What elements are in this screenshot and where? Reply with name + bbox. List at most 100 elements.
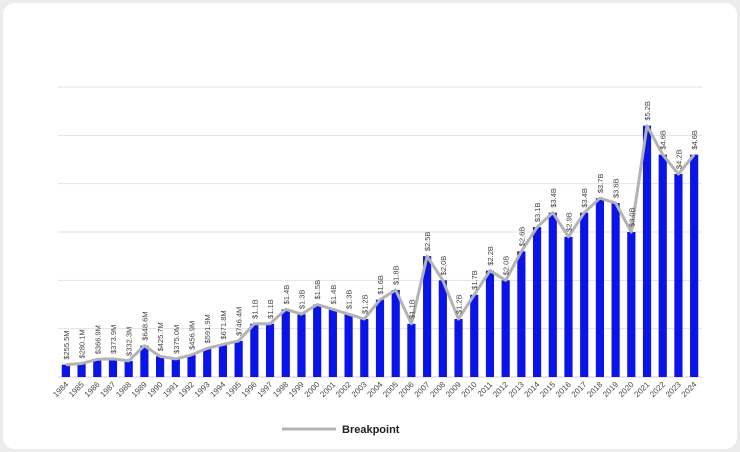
x-tick-label: 2005 bbox=[381, 380, 400, 399]
bar-2022 bbox=[658, 154, 667, 377]
x-tick-label: 1990 bbox=[146, 380, 165, 399]
bar-2010 bbox=[470, 294, 479, 377]
bar-2002 bbox=[344, 314, 353, 377]
x-tick-label: 1995 bbox=[224, 380, 243, 399]
bar-2023 bbox=[674, 174, 683, 377]
data-label: $366.9M bbox=[93, 325, 102, 354]
data-label: $1.8B bbox=[392, 265, 401, 285]
x-tick-label: 2001 bbox=[318, 380, 337, 399]
data-label: $2.2B bbox=[486, 246, 495, 266]
x-tick-label: 2015 bbox=[538, 380, 557, 399]
x-tick-label: 2019 bbox=[601, 380, 620, 399]
x-tick-label: 2021 bbox=[632, 380, 651, 399]
x-tick-label: 2020 bbox=[617, 380, 636, 399]
data-label: $1.5B bbox=[313, 280, 322, 300]
bar-1998 bbox=[281, 309, 290, 377]
bar-1989 bbox=[140, 345, 149, 377]
x-tick-label: 1987 bbox=[98, 380, 117, 399]
x-tick-label: 1992 bbox=[177, 380, 196, 399]
data-label: $671.8M bbox=[219, 310, 228, 339]
data-label: $1.4B bbox=[282, 285, 291, 305]
data-label: $280.1M bbox=[78, 329, 87, 358]
x-tick-label: 2018 bbox=[585, 380, 604, 399]
legend: Breakpoint bbox=[282, 424, 400, 436]
data-label: $1.3B bbox=[345, 290, 354, 310]
data-label: $2.0B bbox=[439, 256, 448, 276]
data-label: $3.7B bbox=[596, 174, 605, 194]
bar-2009 bbox=[454, 319, 463, 377]
data-label: $2.9B bbox=[564, 212, 573, 232]
x-tick-label: 2016 bbox=[554, 380, 573, 399]
x-tick-label: 2006 bbox=[397, 380, 416, 399]
data-label: $5.2B bbox=[643, 101, 652, 121]
bar-2011 bbox=[485, 270, 495, 377]
data-label: $4.6B bbox=[659, 130, 668, 150]
legend-label: Breakpoint bbox=[342, 424, 400, 436]
x-tick-label: 1996 bbox=[240, 380, 259, 399]
data-label: $1.1B bbox=[407, 299, 416, 319]
x-tick-label: 1999 bbox=[287, 380, 306, 399]
x-tick-label: 2004 bbox=[365, 380, 384, 399]
data-label: $3.1B bbox=[533, 203, 542, 223]
data-label: $3.0B bbox=[627, 207, 636, 227]
data-label: $1.2B bbox=[360, 294, 369, 314]
data-labels: $255.5M $280.1M $366.9M $373.9M $332.3M $648.… bbox=[62, 101, 699, 360]
x-tick-label: 2011 bbox=[476, 380, 495, 399]
x-tick-label: 2002 bbox=[334, 380, 353, 399]
bar-2001 bbox=[328, 309, 337, 377]
bar-1999 bbox=[297, 314, 306, 377]
data-label: $1.7B bbox=[470, 270, 479, 290]
data-label: $746.4M bbox=[235, 307, 244, 336]
bar-1994 bbox=[218, 344, 228, 377]
bar-2019 bbox=[611, 203, 620, 377]
x-tick-label: 2009 bbox=[444, 380, 463, 399]
data-label: $332.3M bbox=[125, 327, 134, 356]
bar-1995 bbox=[234, 340, 243, 377]
bar-2020 bbox=[627, 232, 636, 377]
x-tick-label: 1993 bbox=[193, 380, 212, 399]
data-label: $3.4B bbox=[549, 188, 558, 208]
bar-2024 bbox=[690, 154, 699, 377]
bar-2008 bbox=[438, 280, 447, 377]
bar-1993 bbox=[203, 348, 212, 377]
bar-2018 bbox=[595, 198, 604, 377]
data-label: $3.4B bbox=[580, 188, 589, 208]
bar-1984 bbox=[61, 364, 70, 377]
bar-2017 bbox=[580, 212, 589, 377]
bar-1997 bbox=[265, 323, 275, 377]
bar-1991 bbox=[171, 358, 180, 377]
x-tick-label: 2022 bbox=[648, 380, 667, 399]
bar-2006 bbox=[407, 323, 416, 377]
x-tick-label: 2008 bbox=[428, 380, 447, 399]
x-tick-label: 2017 bbox=[570, 380, 589, 399]
bar-1990 bbox=[156, 356, 165, 377]
x-tick-label: 2012 bbox=[491, 380, 510, 399]
data-label: $648.6M bbox=[140, 311, 149, 340]
data-label: $373.9M bbox=[109, 325, 118, 354]
data-label: $456.9M bbox=[188, 321, 197, 350]
x-tick-label: 1994 bbox=[208, 380, 227, 399]
data-label: $1.2B bbox=[455, 294, 464, 314]
x-tick-label: 1988 bbox=[114, 380, 133, 399]
bar-2021 bbox=[642, 125, 652, 378]
data-label: $2.5B bbox=[423, 232, 432, 252]
bar-1996 bbox=[250, 323, 259, 377]
bar-2016 bbox=[564, 236, 573, 377]
data-label: $4.2B bbox=[674, 149, 683, 169]
data-label: $375.0M bbox=[172, 325, 181, 354]
x-tick-label: 2024 bbox=[680, 380, 699, 399]
data-label: $255.5M bbox=[62, 330, 71, 359]
x-tick-label: 2003 bbox=[350, 380, 369, 399]
bar-2015 bbox=[548, 212, 557, 377]
bar-1986 bbox=[93, 359, 102, 377]
x-tick-labels: 1984198519861987198819891990199119921993… bbox=[51, 380, 699, 399]
x-tick-label: 2007 bbox=[413, 380, 432, 399]
bar-1988 bbox=[124, 360, 133, 377]
x-tick-label: 2023 bbox=[664, 380, 683, 399]
x-tick-label: 1985 bbox=[67, 380, 86, 399]
bar-2012 bbox=[501, 280, 510, 377]
bar-2007 bbox=[423, 256, 432, 377]
bar-2000 bbox=[313, 304, 322, 377]
data-label: $2.0B bbox=[502, 256, 511, 276]
